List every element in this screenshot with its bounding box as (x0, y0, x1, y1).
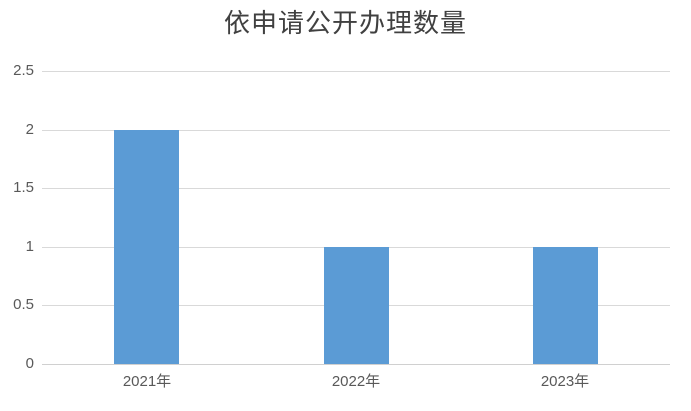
bar-2023年 (533, 247, 598, 364)
bar-2022年 (324, 247, 389, 364)
chart-title: 依申请公开办理数量 (223, 9, 467, 39)
x-tick-label: 2022年 (331, 373, 381, 390)
gridline (42, 130, 670, 131)
y-tick-label: 2 (25, 121, 34, 138)
y-tick-label: 1 (25, 238, 34, 255)
bar-2021年 (114, 130, 179, 364)
x-axis-line (42, 364, 670, 365)
y-tick-label: 1.5 (13, 179, 34, 196)
y-tick-label: 2.5 (13, 62, 34, 79)
y-tick-label: 0 (25, 355, 34, 372)
gridline (42, 71, 670, 72)
gridline (42, 188, 670, 189)
x-tick-label: 2023年 (540, 373, 590, 390)
x-tick-label: 2021年 (122, 373, 172, 390)
y-tick-label: 0.5 (13, 296, 34, 313)
